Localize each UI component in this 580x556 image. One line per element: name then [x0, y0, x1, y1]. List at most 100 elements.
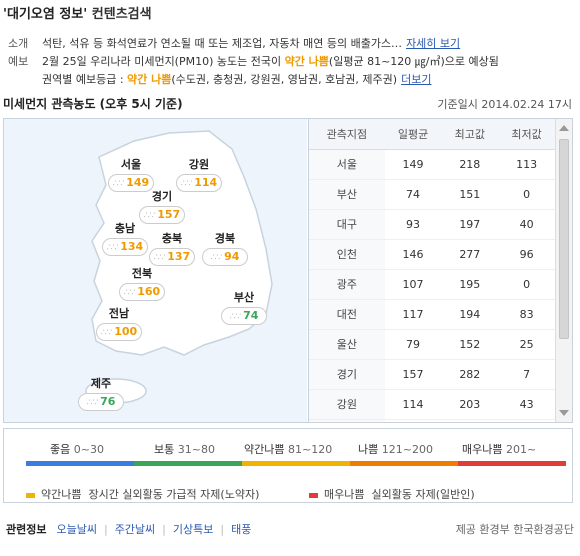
min-cell: 40	[498, 209, 555, 240]
max-cell: 203	[441, 389, 499, 420]
region-more-link[interactable]: 더보기	[401, 73, 432, 86]
observation-table-wrap: 관측지점 일평균 최고값 최저값 서울 149 218 113 부산 74 151 0 대구 93…	[308, 119, 572, 422]
avg-cell: 117	[384, 299, 442, 330]
max-cell: 195	[441, 269, 499, 300]
min-cell: 43	[498, 389, 555, 420]
map-pin-chungbuk[interactable]: 충북 ∴∵ 137	[149, 230, 195, 266]
avg-cell: 149	[384, 149, 442, 180]
related-links: 관련정보 오늘날씨 | 주간날씨 | 기상특보 | 태풍	[6, 523, 252, 536]
max-cell: 277	[441, 239, 499, 270]
scale-seg-bad	[350, 461, 458, 466]
intro-label: 소개	[8, 37, 29, 50]
table-row: 대전 117 194 83	[309, 299, 555, 330]
forecast-text: 2월 25일 우리나라 미세먼지(PM10) 농도는 전국이	[42, 55, 285, 68]
table-row: 인천 146 277 96	[309, 239, 555, 270]
station-cell: 인천	[309, 239, 385, 270]
col-min: 최저값	[498, 119, 555, 150]
link-weather-alert[interactable]: 기상특보	[172, 523, 214, 536]
link-typhoon[interactable]: 태풍	[231, 523, 252, 536]
scroll-down-icon[interactable]	[559, 410, 569, 416]
link-weekly-weather[interactable]: 주간날씨	[114, 523, 156, 536]
map-pin-jeonnam[interactable]: 전남 ∴∵ 100	[96, 305, 142, 341]
min-cell: 0	[498, 269, 555, 300]
max-cell: 218	[441, 149, 499, 180]
scroll-thumb[interactable]	[559, 139, 569, 339]
related-label: 관련정보	[6, 523, 47, 536]
col-avg: 일평균	[384, 119, 442, 150]
legend-swatch	[309, 492, 318, 498]
observation-table: 관측지점 일평균 최고값 최저값 서울 149 218 113 부산 74 151 0 대구 93…	[309, 119, 555, 422]
avg-cell: 146	[384, 239, 442, 270]
data-source: 제공 환경부 한국환경공단	[455, 523, 574, 536]
min-cell: 83	[498, 299, 555, 330]
widget-title: '대기오염 정보' 컨텐츠검색	[3, 7, 152, 22]
map-pin-gyeonggi[interactable]: 경기 ∴∵ 157	[139, 188, 185, 224]
max-cell: 194	[441, 299, 499, 330]
legend-slightly-bad: 약간나쁨 장시간 실외활동 가급적 자제(노약자)	[26, 486, 259, 502]
map-pin-busan[interactable]: 부산 ∴∵ 74	[221, 289, 267, 325]
max-cell: 282	[441, 359, 499, 390]
map-pin-seoul[interactable]: 서울 ∴∵ 149	[108, 156, 154, 192]
scale-bad: 나쁨 121~200	[358, 443, 433, 456]
table-row: 서울 149 218 113	[309, 149, 555, 180]
station-cell: 광주	[309, 269, 385, 300]
scale-very-bad: 매우나쁨 201~	[462, 443, 537, 456]
table-header-row: 관측지점 일평균 최고값 최저값	[309, 119, 555, 150]
min-cell: 61	[498, 419, 555, 422]
station-cell: 충북	[309, 419, 385, 422]
table-row: 광주 107 195 0	[309, 269, 555, 300]
avg-cell: 79	[384, 329, 442, 360]
table-row: 부산 74 151 0	[309, 179, 555, 210]
map-pin-jeju[interactable]: 제주 ∴∵ 76	[78, 375, 124, 411]
table-row: 울산 79 152 25	[309, 329, 555, 360]
min-cell: 25	[498, 329, 555, 360]
table-row: 충북13727261	[309, 419, 555, 422]
scale-seg-slightly-bad	[242, 461, 350, 466]
intro-more-link[interactable]: 자세히 보기	[406, 37, 461, 50]
link-today-weather[interactable]: 오늘날씨	[56, 523, 97, 536]
region-label: 권역별 예보등급 :	[42, 73, 128, 86]
col-max: 최고값	[441, 119, 499, 150]
table-row: 대구 93 197 40	[309, 209, 555, 240]
max-cell: 272	[441, 419, 499, 422]
scale-slightly-bad: 약간나쁨 81~120	[244, 443, 333, 456]
col-station: 관측지점	[309, 119, 385, 150]
forecast-range: (일평균 81~120 ㎍/㎥)으로 예상됨	[328, 55, 499, 68]
region-row: 권역별 예보등급 : 약간 나쁨(수도권, 충청권, 강원권, 영남권, 호남권…	[42, 71, 431, 87]
intro-row: 소개 석탄, 석유 등 화석연료가 연소될 때 또는 제조업, 자동차 매연 등의…	[8, 35, 460, 51]
scale-normal: 보통 31~80	[154, 443, 215, 456]
avg-cell: 137	[384, 419, 442, 422]
station-cell: 울산	[309, 329, 385, 360]
avg-cell: 93	[384, 209, 442, 240]
korea-map: 서울 ∴∵ 149 강원 ∴∵ 114 경기 ∴∵ 157 충남 ∴∵ 134 충북 ∴∵ 137 …	[4, 119, 307, 422]
map-pin-gyeongbuk[interactable]: 경북 ∴∵ 94	[202, 230, 248, 266]
station-cell: 경기	[309, 359, 385, 390]
avg-cell: 74	[384, 179, 442, 210]
base-time: 기준일시 2014.02.24 17시	[437, 98, 572, 111]
avg-cell: 114	[384, 389, 442, 420]
region-list: (수도권, 충청권, 강원권, 영남권, 호남권, 제주권)	[171, 73, 398, 86]
station-cell: 대전	[309, 299, 385, 330]
avg-cell: 157	[384, 359, 442, 390]
region-grade: 약간 나쁨	[127, 73, 172, 86]
map-pin-gangwon[interactable]: 강원 ∴∵ 114	[176, 156, 222, 192]
intro-text: 석탄, 석유 등 화석연료가 연소될 때 또는 제조업, 자동차 매연 등의 배…	[42, 37, 403, 50]
min-cell: 0	[498, 179, 555, 210]
min-cell: 7	[498, 359, 555, 390]
forecast-row: 예보 2월 25일 우리나라 미세먼지(PM10) 농도는 전국이 약간 나쁨(일…	[8, 53, 499, 69]
max-cell: 151	[441, 179, 499, 210]
scale-good: 좋음 0~30	[50, 443, 104, 456]
table-scrollbar[interactable]	[555, 119, 572, 422]
station-cell: 부산	[309, 179, 385, 210]
avg-cell: 107	[384, 269, 442, 300]
scale-seg-normal	[134, 461, 242, 466]
observation-panel: 서울 ∴∵ 149 강원 ∴∵ 114 경기 ∴∵ 157 충남 ∴∵ 134 충북 ∴∵ 137 …	[3, 118, 573, 423]
map-pin-chungnam[interactable]: 충남 ∴∵ 134	[102, 220, 148, 256]
station-cell: 대구	[309, 209, 385, 240]
section-title: 미세먼지 관측농도 (오후 5시 기준)	[3, 97, 183, 111]
legend-swatch	[26, 492, 35, 498]
scroll-up-icon[interactable]	[559, 125, 569, 131]
map-pin-jeonbuk[interactable]: 전북 ∴∵ 160	[119, 265, 165, 301]
max-cell: 152	[441, 329, 499, 360]
min-cell: 113	[498, 149, 555, 180]
